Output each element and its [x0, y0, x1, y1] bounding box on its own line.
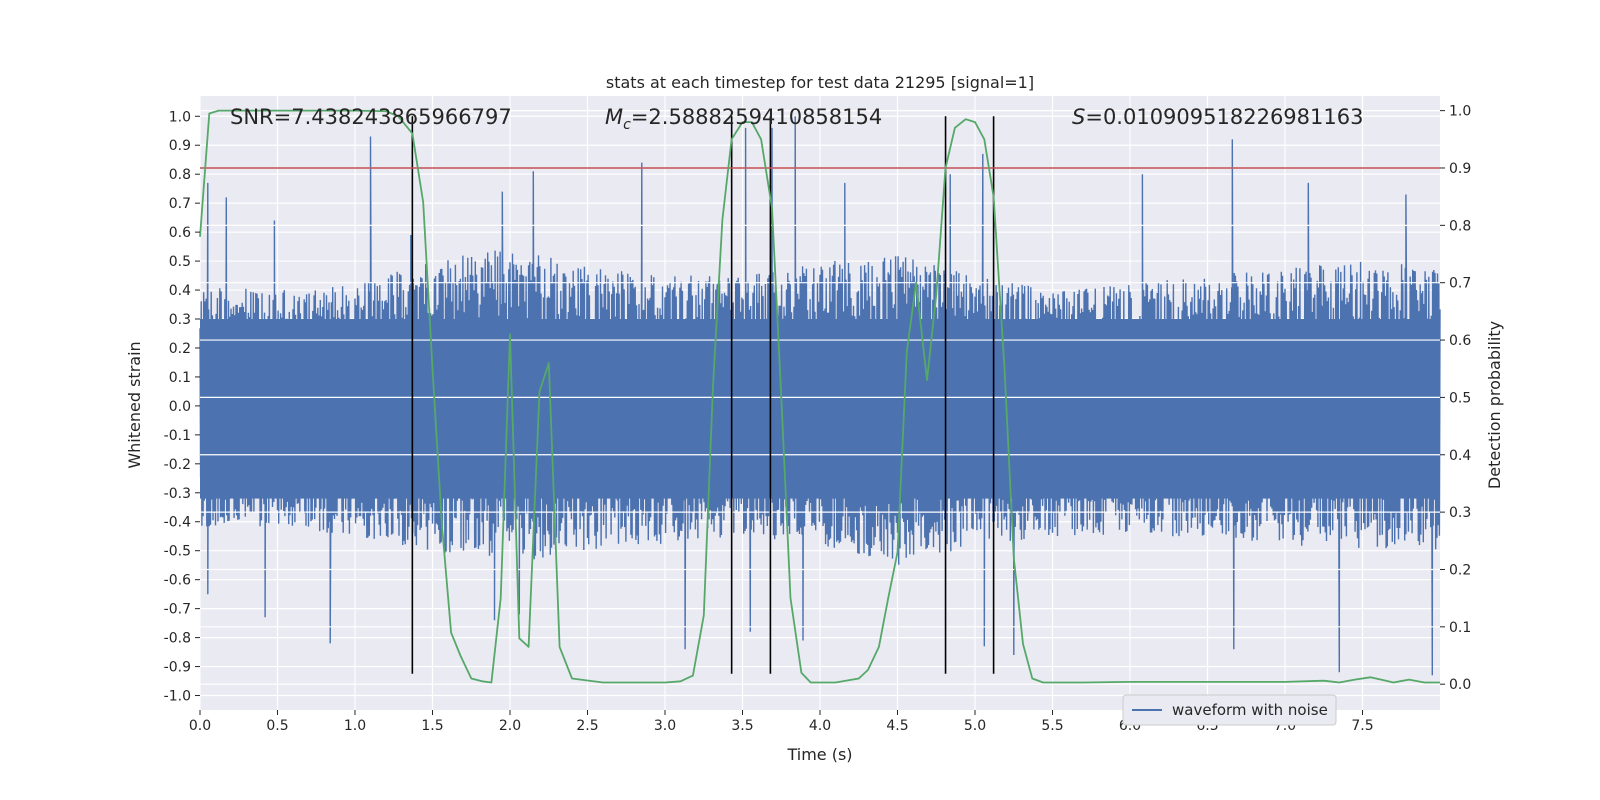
y-tick-label: 0.1 [169, 370, 191, 386]
y-tick-label: -0.3 [164, 486, 191, 502]
x-tick-label: 5.5 [1041, 718, 1063, 734]
y-tick-label: -0.9 [164, 660, 191, 676]
y2-tick-label: 0.9 [1449, 161, 1471, 177]
x-tick-label: 3.5 [731, 718, 753, 734]
y-tick-label: -0.8 [164, 631, 191, 647]
y-axis-label: Whitened strain [125, 341, 144, 468]
y2-tick-label: 1.0 [1449, 104, 1471, 120]
y-tick-label: 0.4 [169, 283, 191, 299]
chirp-mass-value: =2.5888259410858154 [631, 105, 882, 129]
y2-tick-label: 0.6 [1449, 333, 1471, 349]
x-tick-label: 5.0 [964, 718, 986, 734]
strain-series [199, 116, 1441, 676]
y-tick-label: 0.0 [169, 399, 191, 415]
legend: waveform with noise [1122, 694, 1337, 726]
probability-series [199, 109, 1440, 684]
y-tick-label: 0.5 [169, 254, 191, 270]
y-tick-label: 0.6 [169, 225, 191, 241]
y-tick-label: 0.7 [169, 196, 191, 212]
probability-line [199, 109, 1440, 684]
y-tick-label: -0.4 [164, 515, 191, 531]
x-tick-label: 4.0 [809, 718, 831, 734]
x-tick-label: 1.0 [344, 718, 366, 734]
x-tick-label: 0.5 [266, 718, 288, 734]
y-tick-label: 0.3 [169, 312, 191, 328]
s-annotation: S=0.010909518226981163 [1072, 105, 1363, 129]
y-tick-label: -0.2 [164, 457, 191, 473]
y-tick-label: 0.2 [169, 341, 191, 357]
y-tick-label: 1.0 [169, 109, 191, 125]
x-tick-label: 2.5 [576, 718, 598, 734]
y-tick-label: -0.6 [164, 573, 191, 589]
y2-tick-label: 0.1 [1449, 620, 1471, 636]
y2-tick-label: 0.2 [1449, 562, 1471, 578]
y-tick-label: -0.7 [164, 602, 191, 618]
y2-tick-label: 0.0 [1449, 677, 1471, 693]
chirp-mass-subscript: c [623, 117, 631, 133]
x-tick-label: 1.5 [421, 718, 443, 734]
x-tick-label: 4.5 [886, 718, 908, 734]
y-tick-label: -1.0 [164, 689, 191, 705]
x-tick-label: 7.5 [1351, 718, 1373, 734]
legend-label-strain: waveform with noise [1172, 701, 1328, 719]
y2-tick-label: 0.7 [1449, 276, 1471, 292]
y2-axis-label: Detection probability [1485, 321, 1504, 489]
s-value: =0.010909518226981163 [1085, 105, 1363, 129]
y2-tick-label: 0.5 [1449, 390, 1471, 406]
x-tick-label: 0.0 [189, 718, 211, 734]
y2-tick-label: 0.3 [1449, 505, 1471, 521]
x-tick-label: 2.0 [499, 718, 521, 734]
y2-tick-label: 0.4 [1449, 448, 1471, 464]
y-axis-left: -1.0 -0.9 -0.8 -0.7 -0.6 -0.5 -0.4 -0.3 -0.2 -0.1… [164, 109, 200, 705]
snr-annotation: SNR=7.438243865966797 [230, 105, 512, 129]
strain-core-band [200, 319, 1440, 499]
s-symbol: S [1072, 105, 1085, 129]
legend-box [1122, 694, 1337, 726]
y2-tick-label: 0.8 [1449, 218, 1471, 234]
y-axis-right: 0.0 0.1 0.2 0.3 0.4 0.5 0.6 0.7 0.8 0.9 1.0 [1440, 104, 1471, 693]
chart-title: stats at each timestep for test data 212… [606, 73, 1034, 92]
y-tick-label: 0.8 [169, 167, 191, 183]
y-tick-label: -0.5 [164, 544, 191, 560]
chirp-mass-symbol: M [605, 105, 623, 129]
y-tick-label: 0.9 [169, 138, 191, 154]
y-tick-label: -0.1 [164, 428, 191, 444]
chirp-mass-annotation: Mc=2.5888259410858154 [605, 105, 882, 133]
x-axis-label: Time (s) [786, 745, 852, 764]
x-tick-label: 3.0 [654, 718, 676, 734]
